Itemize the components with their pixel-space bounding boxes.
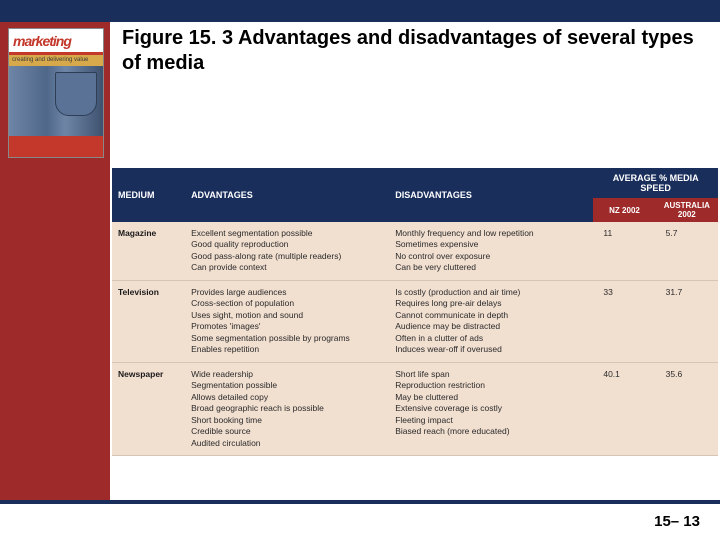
book-footer	[9, 136, 103, 158]
book-logo-text: marketing	[9, 29, 103, 55]
book-cover-thumbnail: marketing creating and delivering value	[8, 28, 104, 158]
media-table: MEDIUM ADVANTAGES DISADVANTAGES AVERAGE …	[112, 168, 718, 456]
cell-nz: 11	[593, 222, 655, 280]
table-row: Newspaper Wide readershipSegmentation po…	[112, 362, 718, 455]
col-subheader-aus: AUSTRALIA 2002	[656, 198, 718, 222]
cell-advantages: Excellent segmentation possibleGood qual…	[185, 222, 389, 280]
col-header-advantages: ADVANTAGES	[185, 168, 389, 222]
cell-medium: Magazine	[112, 222, 185, 280]
figure-title: Figure 15. 3 Advantages and disadvantage…	[122, 26, 702, 76]
col-header-disadvantages: DISADVANTAGES	[389, 168, 593, 222]
jeans-pocket	[55, 72, 97, 116]
cell-advantages: Wide readershipSegmentation possibleAllo…	[185, 362, 389, 455]
cell-medium: Television	[112, 280, 185, 362]
table-row: Magazine Excellent segmentation possible…	[112, 222, 718, 280]
cell-disadvantages: Is costly (production and air time)Requi…	[389, 280, 593, 362]
bottom-navy-rule	[0, 500, 720, 504]
col-header-speed: AVERAGE % MEDIA SPEED	[593, 168, 718, 198]
cell-nz: 33	[593, 280, 655, 362]
col-header-medium: MEDIUM	[112, 168, 185, 222]
cell-disadvantages: Monthly frequency and low repetitionSome…	[389, 222, 593, 280]
col-subheader-nz: NZ 2002	[593, 198, 655, 222]
page-number: 15– 13	[654, 513, 700, 530]
cell-medium: Newspaper	[112, 362, 185, 455]
top-navy-bar	[0, 0, 720, 22]
cell-aus: 5.7	[656, 222, 718, 280]
cell-aus: 31.7	[656, 280, 718, 362]
cell-aus: 35.6	[656, 362, 718, 455]
book-jeans-image	[9, 66, 103, 136]
book-subtitle: creating and delivering value	[9, 55, 103, 66]
cell-nz: 40.1	[593, 362, 655, 455]
cell-disadvantages: Short life spanReproduction restrictionM…	[389, 362, 593, 455]
cell-advantages: Provides large audiencesCross-section of…	[185, 280, 389, 362]
table-row: Television Provides large audiencesCross…	[112, 280, 718, 362]
